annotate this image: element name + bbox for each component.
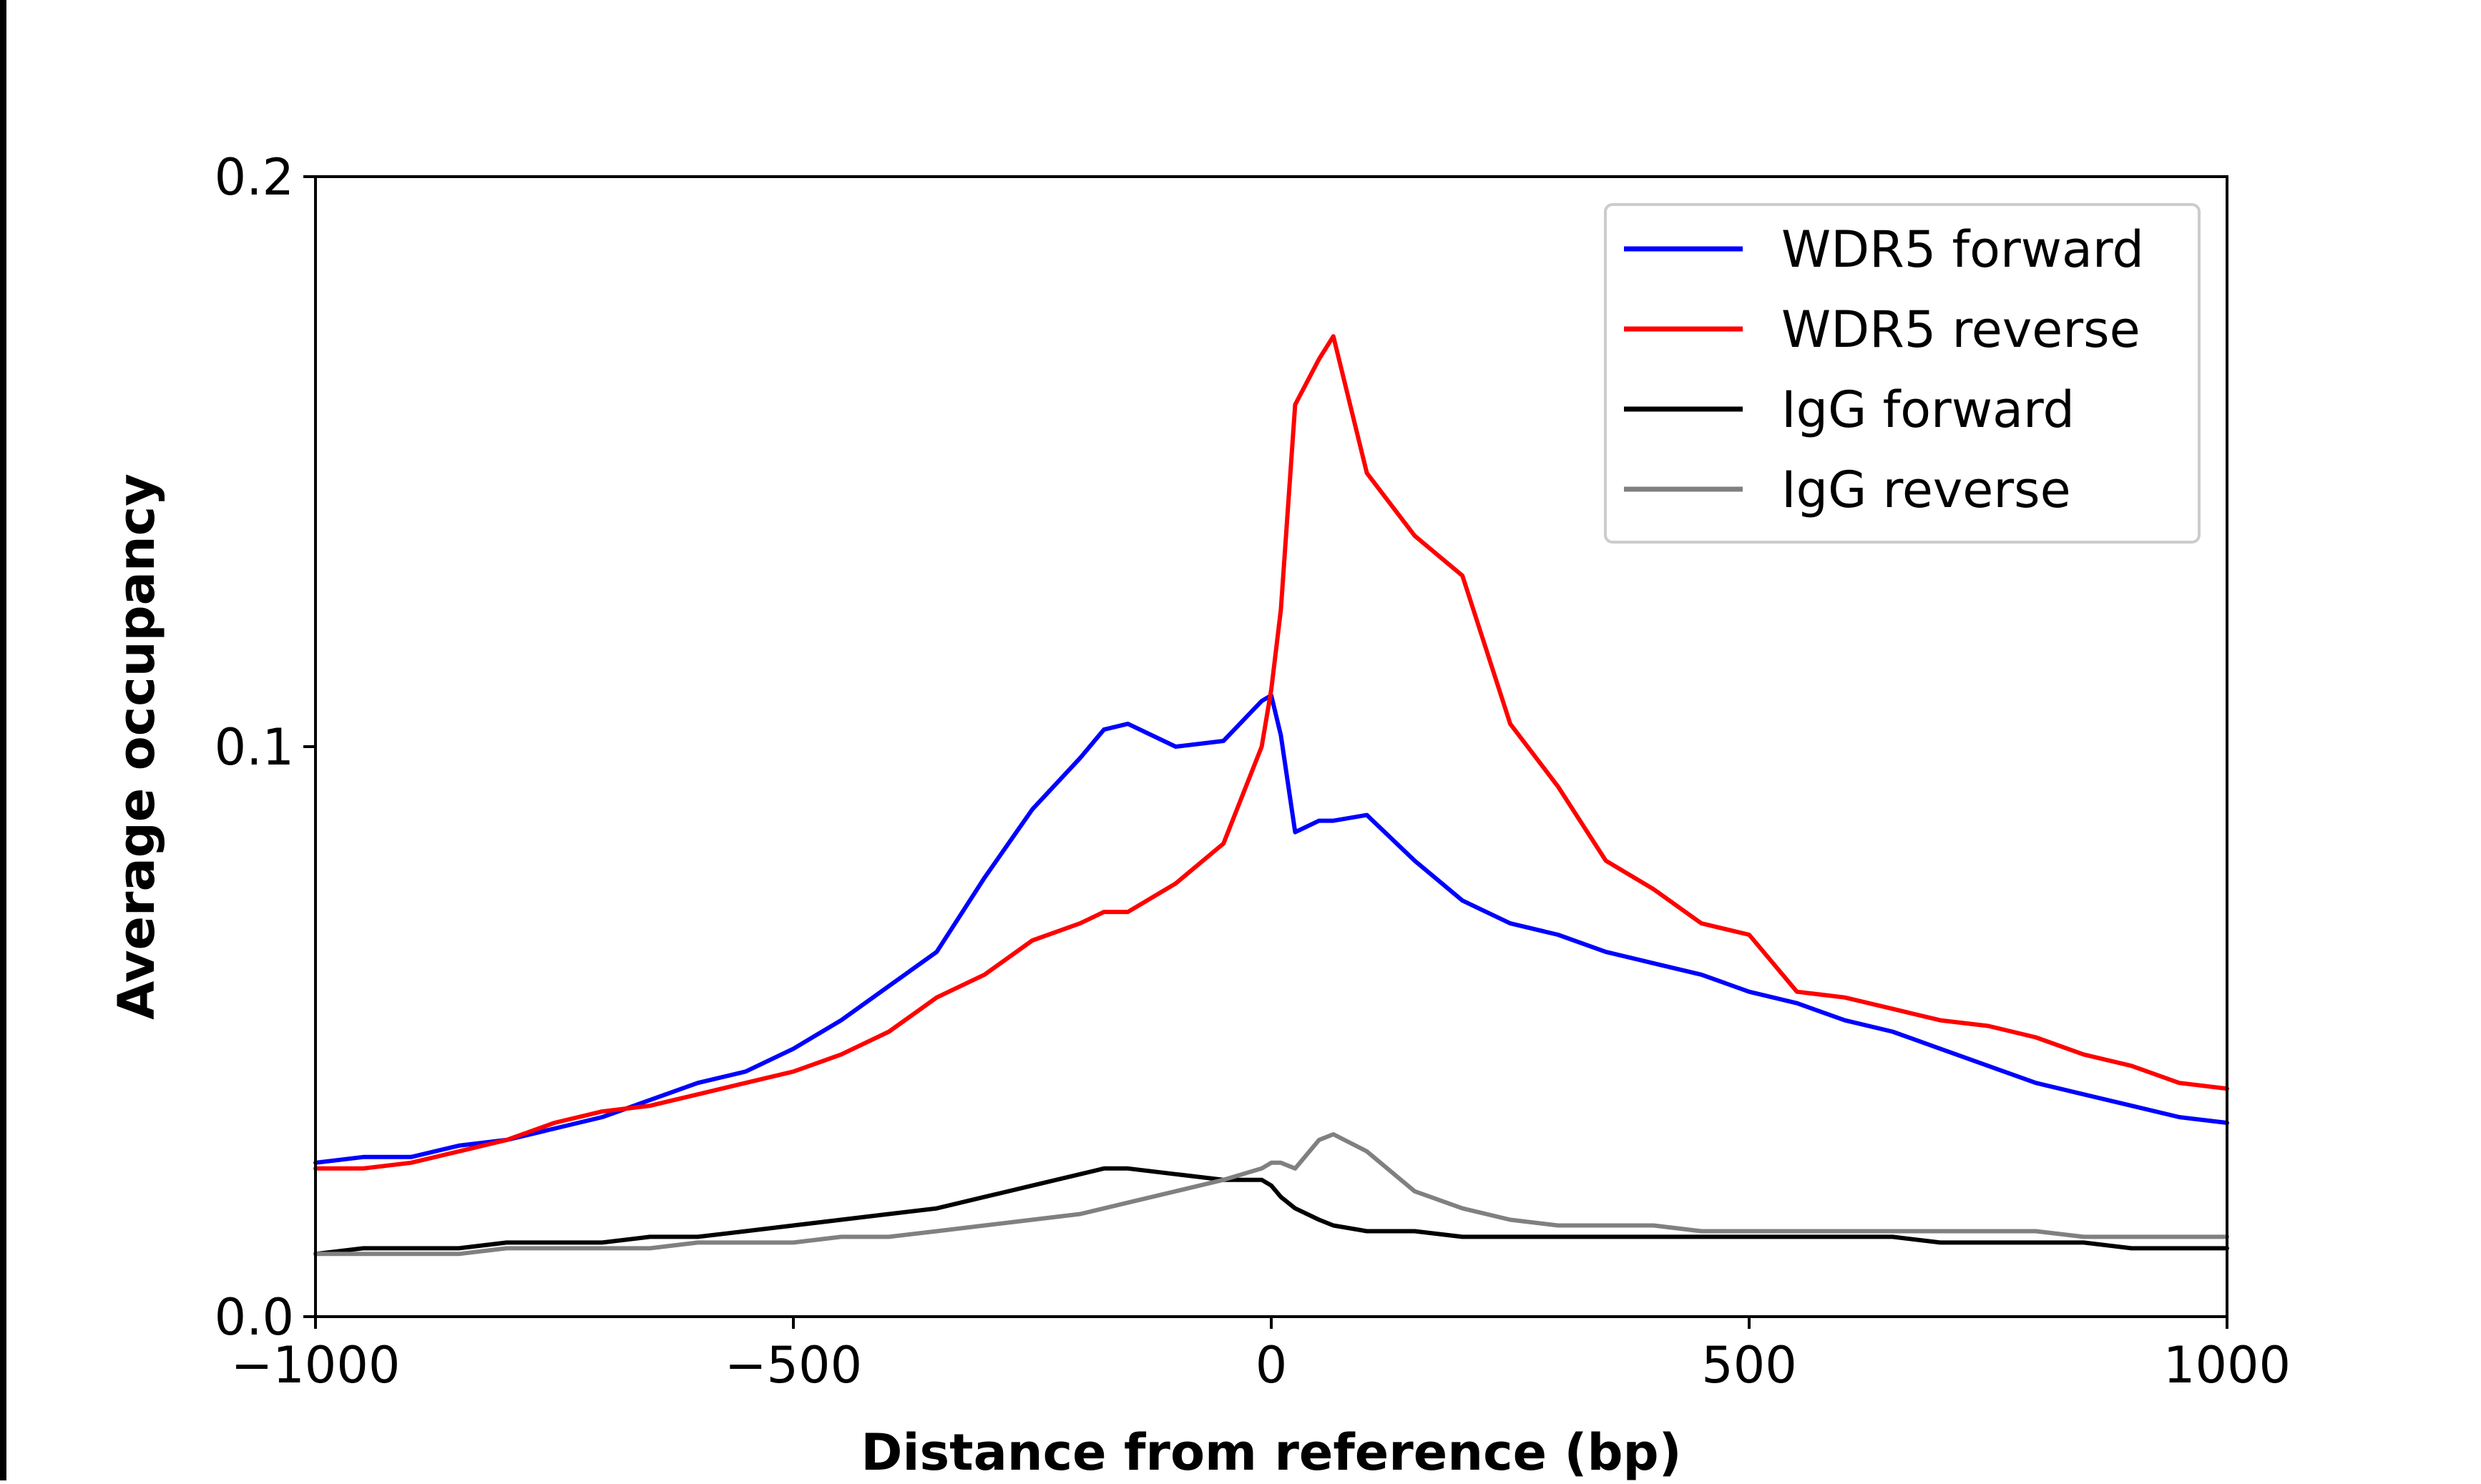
y-tick-label: 0.2: [215, 148, 294, 207]
series-line-wdr5-reverse: [313, 334, 2229, 1171]
y-axis-label: Average occupancy: [107, 473, 166, 1020]
x-tick-label: 0: [1256, 1336, 1288, 1395]
legend: WDR5 forward WDR5 reverse IgG forward IgG r…: [1604, 203, 2201, 544]
y-axis: 0.0 0.1 0.2: [215, 148, 315, 1347]
series-line-wdr5-forward: [313, 693, 2229, 1165]
x-tick-label: −500: [725, 1336, 862, 1395]
legend-box: [1604, 203, 2201, 544]
x-tick-label: 500: [1701, 1336, 1797, 1395]
legend-label-igg-forward: IgG forward: [1781, 380, 2075, 439]
x-tick-label: 1000: [2163, 1336, 2291, 1395]
x-tick-label: −1000: [231, 1336, 401, 1395]
series-line-igg-reverse: [313, 1132, 2229, 1257]
series-lines: [313, 334, 2229, 1257]
x-axis-label: Distance from reference (bp): [861, 1423, 1681, 1480]
legend-label-igg-reverse: IgG reverse: [1781, 461, 2071, 519]
series-line-igg-forward: [313, 1166, 2229, 1257]
y-tick-label: 0.1: [215, 718, 294, 777]
x-axis: −1000 −500 0 500 1000: [231, 1317, 2291, 1395]
legend-label-wdr5-reverse: WDR5 reverse: [1781, 300, 2140, 359]
legend-label-wdr5-forward: WDR5 forward: [1781, 220, 2144, 279]
left-border: [0, 0, 6, 1480]
y-tick-label: 0.0: [215, 1288, 294, 1347]
